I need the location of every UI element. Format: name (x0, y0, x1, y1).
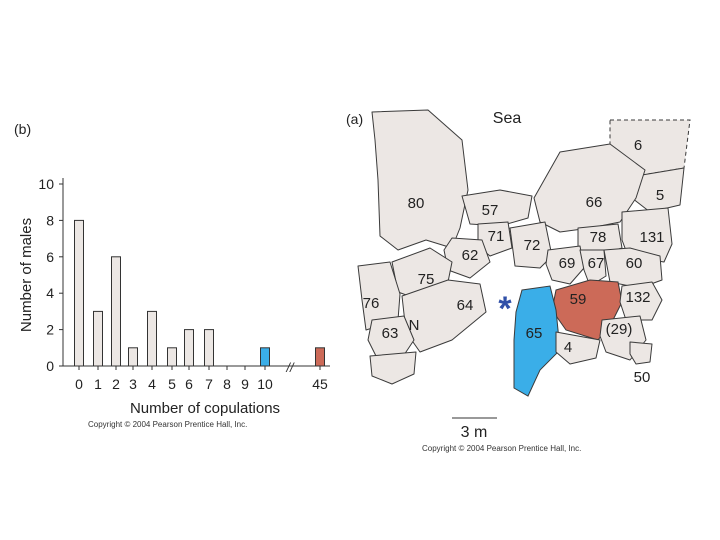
copyright-chart: Copyright © 2004 Pearson Prentice Hall, … (88, 420, 247, 429)
territory-label-6: 6 (634, 137, 642, 154)
territory-62 (443, 237, 491, 279)
y-tick-label: 4 (46, 285, 54, 301)
y-tick-label: 8 (46, 212, 54, 228)
bar-7 (204, 329, 214, 367)
bar-6 (184, 329, 194, 367)
territory-label-72: 72 (524, 237, 541, 254)
bar-0 (74, 219, 84, 367)
bar-5 (167, 347, 177, 367)
territory-label-76: 76 (363, 295, 380, 312)
x-tick-label-7: 7 (205, 376, 213, 392)
x-tick-label-45: 45 (312, 376, 328, 392)
territory-label-63: 63 (382, 325, 399, 342)
y-axis-title: Number of males (18, 218, 35, 332)
territory-label-75: 75 (418, 271, 435, 288)
territory-label-65: 65 (526, 325, 543, 342)
territory-63-lower (369, 351, 417, 385)
bar-10 (260, 347, 270, 367)
bars (74, 219, 325, 367)
territory-label-80: 80 (408, 195, 425, 212)
territory-131 (621, 207, 673, 263)
y-tick-label: 0 (46, 358, 54, 374)
territory-labels: 6 5 80 57 66 71 72 78 131 62 69 67 60 75… (363, 137, 665, 386)
y-tick-label: 6 (46, 249, 54, 265)
x-tick-label-6: 6 (185, 376, 193, 392)
territory-label-66: 66 (586, 194, 603, 211)
star-marker: * (498, 290, 512, 328)
territory-label-29: (29) (606, 321, 633, 338)
territory-label-71: 71 (488, 228, 505, 245)
territory-label-50: 50 (634, 369, 651, 386)
bar-45 (315, 347, 325, 367)
scale-label: 3 m (461, 424, 488, 441)
axis-break-symbol: // (285, 360, 295, 375)
bar-1 (93, 310, 103, 367)
territory-50 (629, 341, 653, 365)
panel-label-a: (a) (346, 111, 363, 127)
territory-4 (555, 331, 601, 365)
territory-label-78: 78 (590, 229, 607, 246)
x-tick-label-1: 1 (94, 376, 102, 392)
territory-label-69: 69 (559, 255, 576, 272)
x-tick-label-3: 3 (129, 376, 137, 392)
territory-132 (619, 281, 663, 321)
x-tick-label-2: 2 (112, 376, 120, 392)
territory-57 (461, 189, 533, 227)
territory-label-57: 57 (482, 202, 499, 219)
territory-label-131: 131 (639, 229, 664, 246)
x-axis-title: Number of copulations (130, 400, 280, 417)
bar-4 (147, 310, 157, 367)
territory-label-67: 67 (588, 255, 605, 272)
y-ticks: 0 2 4 6 8 10 (38, 176, 63, 374)
bar-2 (111, 256, 121, 367)
y-tick-label: 2 (46, 322, 54, 338)
territories (357, 109, 691, 397)
territory-label-59: 59 (570, 291, 587, 308)
territory-label-4: 4 (564, 339, 572, 356)
territory-label-64: 64 (457, 297, 474, 314)
panel-label-b: (b) (14, 121, 31, 137)
x-tick-label-5: 5 (168, 376, 176, 392)
sea-label: Sea (493, 110, 522, 127)
territory-69 (545, 245, 585, 285)
territory-label-60: 60 (626, 255, 643, 272)
x-tick-label-4: 4 (148, 376, 156, 392)
north-label: N (409, 317, 420, 334)
x-ticks: 0 1 2 3 4 5 6 7 8 9 10 45 (75, 366, 328, 392)
territory-65 (513, 285, 561, 397)
copyright-map: Copyright © 2004 Pearson Prentice Hall, … (422, 444, 581, 453)
territory-66 (533, 143, 646, 233)
x-tick-label-10: 10 (257, 376, 273, 392)
territory-label-132: 132 (625, 289, 650, 306)
x-tick-label-0: 0 (75, 376, 83, 392)
territory-label-62: 62 (462, 247, 479, 264)
territory-map-panel: (a) Sea (346, 109, 691, 453)
x-tick-label-8: 8 (223, 376, 231, 392)
territory-label-5: 5 (656, 187, 664, 204)
territory-80 (371, 109, 469, 251)
y-tick-label: 10 (38, 176, 54, 192)
bar-3 (128, 347, 138, 367)
x-tick-label-9: 9 (241, 376, 249, 392)
